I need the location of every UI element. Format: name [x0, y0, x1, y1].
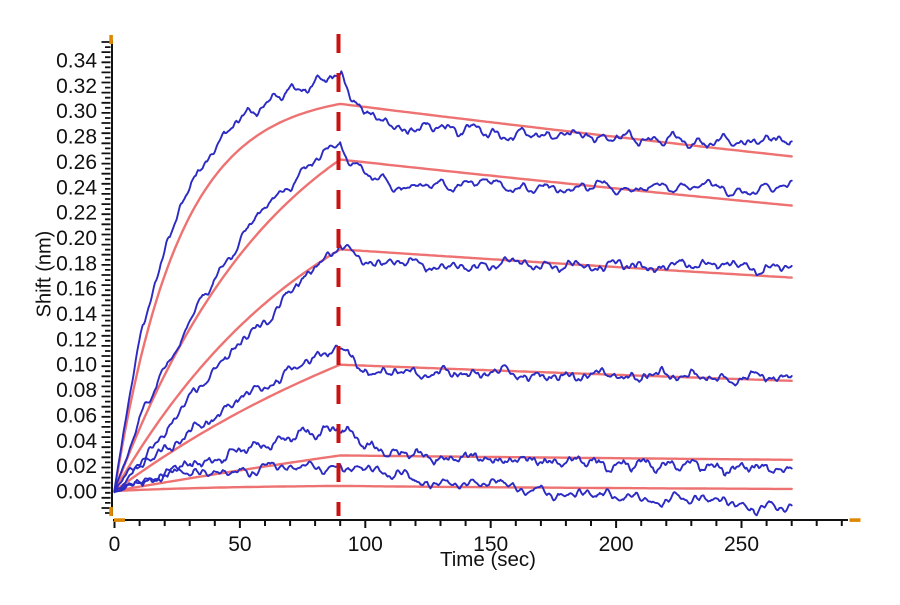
svg-text:0.10: 0.10 [56, 354, 97, 377]
svg-text:0.26: 0.26 [56, 151, 97, 174]
svg-text:0.34: 0.34 [56, 50, 97, 73]
svg-text:0.14: 0.14 [56, 303, 97, 326]
svg-text:0.16: 0.16 [56, 278, 97, 301]
svg-text:0.30: 0.30 [56, 100, 97, 123]
svg-text:0.04: 0.04 [56, 430, 97, 453]
svg-text:0.06: 0.06 [56, 404, 97, 427]
svg-text:100: 100 [348, 533, 383, 556]
svg-text:Time (sec): Time (sec) [440, 548, 536, 571]
svg-text:0.20: 0.20 [56, 227, 97, 250]
svg-text:200: 200 [599, 533, 634, 556]
svg-text:50: 50 [228, 533, 251, 556]
svg-text:0.12: 0.12 [56, 328, 97, 351]
svg-text:0.28: 0.28 [56, 126, 97, 149]
svg-text:0.18: 0.18 [56, 252, 97, 275]
svg-text:0.24: 0.24 [56, 176, 97, 199]
svg-text:0.02: 0.02 [56, 455, 97, 478]
svg-text:0: 0 [109, 533, 121, 556]
svg-text:Shift (nm): Shift (nm) [34, 231, 56, 318]
svg-text:150: 150 [473, 533, 508, 556]
svg-text:0.32: 0.32 [56, 75, 97, 98]
svg-text:0.00: 0.00 [56, 481, 97, 504]
svg-text:250: 250 [724, 533, 759, 556]
svg-text:0.22: 0.22 [56, 202, 97, 225]
svg-text:0.08: 0.08 [56, 379, 97, 402]
